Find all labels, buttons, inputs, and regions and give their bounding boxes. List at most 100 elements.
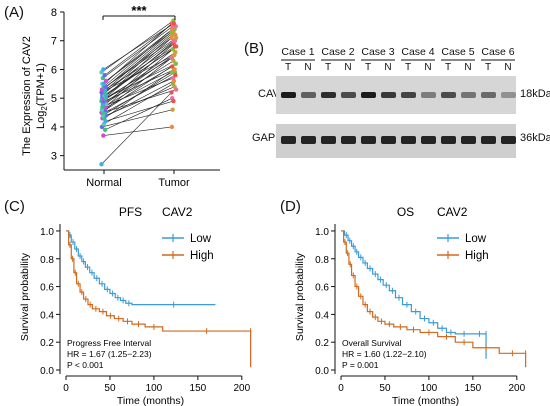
chart-d-xtick-label: 150 [465, 383, 482, 394]
chart-d-xtick-label: 0 [338, 383, 344, 394]
blot-lane-label: N [504, 62, 512, 73]
chart-a-ytick-label: 5 [51, 93, 57, 105]
chart-a-point-normal [101, 133, 106, 138]
chart-a-point-tumor [170, 75, 176, 81]
chart-c-ytick-label: 0.4 [40, 310, 54, 321]
western-blot: Case 1 Case 2 Case 3 Case 4 Case 5 Case 6 T N T… [244, 40, 550, 200]
chart-a-point-tumor [173, 35, 179, 41]
chart-a-point-tumor [171, 21, 177, 26]
chart-a-pair-line [105, 37, 177, 87]
blot-size-cav2: 18kDa [520, 88, 550, 100]
chart-c-ytick-label: 0.2 [40, 338, 54, 349]
chart-a-point-normal [99, 162, 104, 167]
chart-d-xtick-label: 200 [508, 383, 525, 394]
chart-c-ytick-label: 0.8 [40, 255, 54, 266]
chart-c-xtick-label: 0 [63, 383, 69, 394]
chart-c-legend-label: Low [190, 233, 212, 245]
chart-a-significance: *** [131, 3, 147, 18]
blot-lane-label: N [304, 62, 312, 73]
blot-band-cav2 [361, 92, 376, 98]
chart-a-pair-line [104, 69, 175, 102]
chart-c-xtick-label: 100 [146, 383, 163, 394]
blot-lane-label: N [384, 62, 392, 73]
chart-a-ylabel-tpm: (TPM+1) [35, 63, 47, 106]
blot-band-gapdh [401, 136, 416, 144]
panel-label-c: (C) [4, 198, 25, 215]
blot-lane-label: T [324, 62, 332, 73]
blot-band-cav2 [281, 92, 296, 98]
chart-a-pair-line [105, 100, 174, 122]
chart-d-xtick-label: 50 [379, 383, 391, 394]
blot-image [276, 59, 516, 158]
chart-c-annotation: Progress Free Interval [67, 338, 151, 348]
blot-lane-label: N [424, 62, 432, 73]
chart-d-annotation: HR = 1.60 (1.22−2.10) [342, 349, 427, 359]
chart-a-ylabel-log: Log [35, 111, 47, 129]
chart-c-xtick-label: 150 [190, 383, 207, 394]
chart-a-pair-line [101, 109, 173, 128]
chart-d-ytick-label: 0.6 [315, 283, 329, 294]
blot-case-header: Case 2 [321, 46, 355, 58]
panel-label-a: (A) [4, 4, 24, 21]
chart-c-km-pfs: PFS 0.0 0.2 0.4 0.6 0.8 1.0 0 50 100 150 200 Time (m… [19, 205, 252, 406]
panel-label-b: (B) [244, 40, 264, 57]
blot-band-gapdh [501, 136, 516, 144]
chart-d-ylabel: Survival probability [294, 252, 306, 341]
chart-a-pair-line [104, 74, 176, 113]
chart-a-pair-line [103, 83, 174, 125]
chart-a-point-tumor [169, 70, 175, 75]
blot-band-gapdh [481, 136, 496, 144]
chart-d-annotation: P = 0.001 [342, 360, 379, 370]
chart-c-xtick-label: 50 [104, 383, 116, 394]
chart-a-point-tumor [171, 52, 177, 58]
chart-a-point-tumor [169, 124, 175, 130]
chart-c-ytick-label: 0.6 [40, 283, 54, 294]
chart-a-ytick-label: 4 [51, 122, 57, 134]
chart-a-pair-line [104, 40, 174, 93]
blot-band-cav2 [481, 92, 496, 98]
chart-a-ytick-label: 3 [51, 151, 57, 163]
chart-d-legend-label: Low [465, 233, 487, 245]
chart-a-pair-line [104, 46, 176, 90]
chart-a-pair-line [104, 60, 174, 105]
chart-a-pair-line [103, 23, 174, 70]
chart-a-point-normal [101, 67, 106, 72]
chart-a-point-tumor [173, 87, 179, 92]
blot-lane-label: T [404, 62, 412, 73]
blot-lane-label: T [284, 62, 292, 73]
blot-case-header: Case 1 [281, 46, 315, 58]
chart-c-legend-title: CAV2 [162, 205, 193, 219]
chart-a-pair-line [105, 43, 174, 96]
blot-case-header: Case 5 [441, 46, 475, 58]
chart-a-pair-line [104, 23, 174, 76]
blot-lane-label: T [444, 62, 452, 73]
chart-a-points [99, 18, 179, 167]
chart-c-ytick-label: 1.0 [40, 227, 54, 238]
chart-a-pair-line [102, 26, 173, 79]
blot-case-header: Case 3 [361, 46, 395, 58]
blot-band-cav2 [421, 92, 436, 98]
chart-d-km-os: OS 0.0 0.2 0.4 0.6 0.8 1.0 0 50 100 150 200 Time (mo… [294, 205, 527, 406]
chart-d-title: OS [397, 205, 414, 219]
chart-a-point-tumor [173, 61, 178, 66]
chart-a-pair-line [101, 20, 174, 73]
chart-a-pair-lines [101, 20, 177, 165]
chart-c-title: PFS [119, 205, 142, 219]
chart-a-pair-line [101, 54, 175, 93]
chart-a-point-tumor [169, 90, 174, 95]
blot-lane-label: T [364, 62, 372, 73]
blot-band-cav2 [321, 92, 336, 98]
chart-a-point-normal [103, 78, 109, 84]
chart-c-legend-label: High [190, 250, 214, 262]
chart-a-pair-line [105, 57, 173, 99]
chart-a-pair-line [101, 72, 173, 110]
chart-c-annotation: HR = 1.67 (1.25−2.23) [67, 349, 152, 359]
blot-band-gapdh [461, 136, 476, 144]
chart-d-xtick-label: 100 [421, 383, 438, 394]
chart-a-xtick-label: Tumor [158, 177, 190, 189]
blot-band-cav2 [461, 92, 476, 98]
panel-label-d: (D) [280, 198, 301, 215]
chart-d-annotation: Overall Survival [342, 338, 402, 348]
blot-band-cav2 [341, 92, 356, 98]
chart-a-paired-scatter: The Expression of CAV2 Log2(TPM+1) 3 4 5 6 7… [21, 3, 220, 189]
